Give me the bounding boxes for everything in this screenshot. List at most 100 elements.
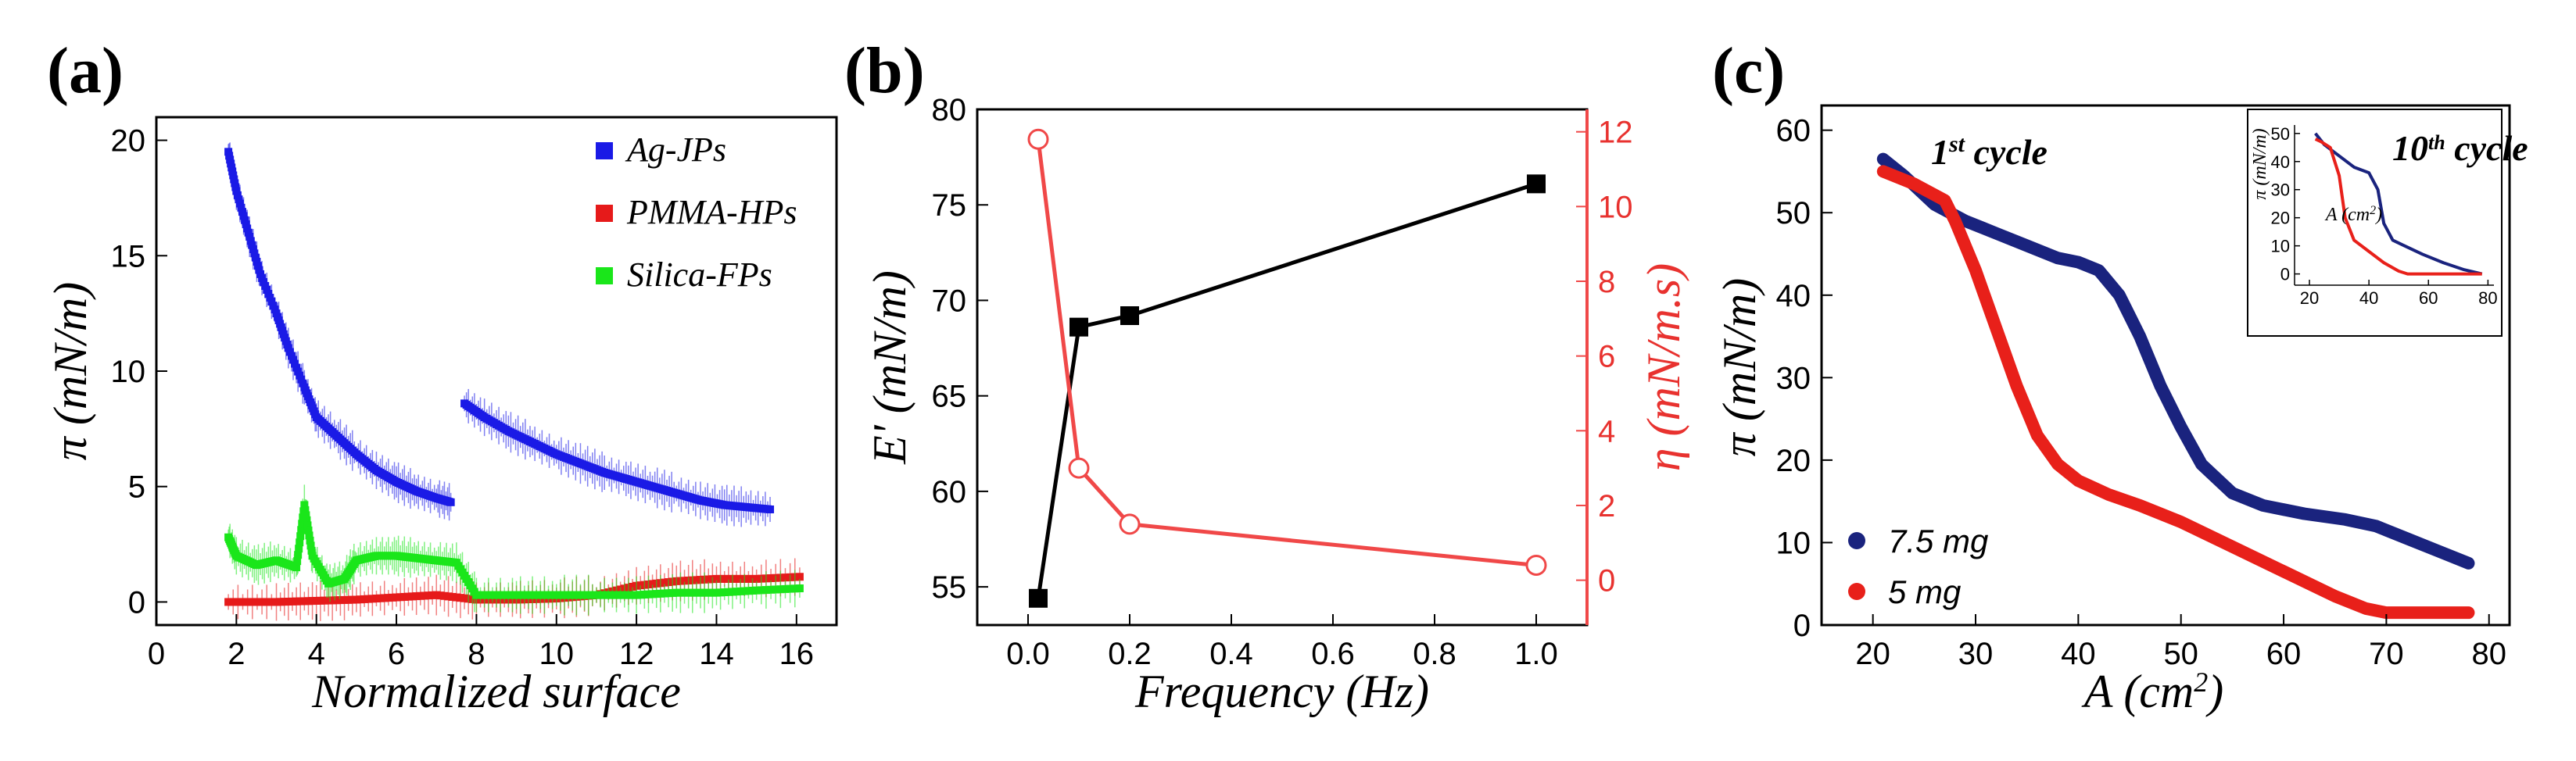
data-point-pmma-hps [300, 597, 309, 606]
data-point-pmma-hps [352, 595, 360, 604]
data-point-silica-fps [552, 591, 561, 599]
data-point-silica-fps [644, 590, 653, 598]
data-point-ag-jps [232, 187, 241, 195]
data-point-ag-jps [250, 249, 259, 258]
x-tick-label-a: 8 [468, 637, 485, 671]
data-point-pmma-hps [267, 598, 276, 606]
plot-frame-b [976, 108, 1589, 627]
data-point-pmma-hps [238, 598, 247, 606]
data-point-silica-fps [608, 591, 617, 599]
data-point-pmma-hps [372, 595, 381, 603]
data-point-pmma-hps [276, 598, 285, 606]
series-line-5-mg [1876, 165, 2475, 620]
data-point-silica-fps [576, 591, 585, 599]
annotation-first-cycle-rest: cycle [1965, 132, 2048, 172]
data-point-silica-fps [676, 588, 685, 597]
x-tick-label-b: 0.4 [1209, 637, 1253, 671]
data-point-silica-fps [616, 591, 625, 599]
y2-tick-label-b: 4 [1598, 414, 1615, 448]
data-point-silica-fps [544, 591, 553, 599]
data-point-silica-fps [512, 591, 521, 599]
data-point-pmma-hps [243, 598, 252, 606]
data-point-pmma-hps [263, 598, 271, 606]
inset-x-axis-title-close: ) [2374, 205, 2382, 225]
data-point-pmma-hps [396, 593, 405, 602]
legend-marker-7-5-mg [1848, 532, 1865, 549]
data-point-silica-fps [672, 588, 681, 597]
data-point-silica-fps [298, 520, 306, 528]
data-point-silica-fps [306, 541, 315, 550]
data-point-silica-fps [668, 588, 677, 597]
plot-frame-c [1820, 104, 2511, 627]
legend-swatch-pmma-hps [596, 205, 613, 222]
data-point-silica-fps [604, 591, 613, 599]
data-point-silica-fps [720, 588, 729, 597]
data-point-ag-jps [289, 355, 298, 364]
data-point-ag-jps [291, 359, 299, 368]
data-point-ag-jps [233, 191, 242, 199]
data-point-pmma-hps [456, 594, 464, 602]
panel-label-a: (a) [47, 34, 124, 107]
x-tick-label-c: 80 [2471, 637, 2506, 671]
inset-y-tick-label: 20 [2271, 209, 2290, 228]
data-point-pmma-hps [292, 597, 301, 606]
data-point-silica-fps [772, 585, 780, 594]
data-point-pmma-hps [412, 592, 421, 601]
data-point-ag-jps [237, 203, 245, 212]
data-point-viscosity [1068, 457, 1090, 479]
data-point-silica-fps [752, 586, 761, 595]
data-point-pmma-hps [712, 574, 721, 583]
x-tick-label-b: 1.0 [1514, 637, 1558, 671]
data-point-pmma-hps [420, 591, 428, 600]
y-tick-label-c: 60 [1776, 114, 1811, 148]
x-tick-label-a: 14 [699, 637, 734, 671]
data-point-pmma-hps [733, 574, 741, 583]
annotation-tenth-cycle: 10th cycle [2392, 128, 2528, 168]
data-point-pmma-hps [752, 574, 761, 583]
data-point-ag-jps [258, 273, 267, 282]
x-axis-title-b: Frequency (Hz) [1134, 666, 1429, 717]
data-point-silica-fps [632, 591, 641, 599]
series-group-a [224, 142, 804, 621]
data-point-pmma-hps [296, 597, 305, 606]
data-point-ag-jps [231, 183, 240, 191]
data-point-silica-fps [629, 591, 636, 599]
inset-y-tick-label: 0 [2280, 265, 2290, 284]
data-point-ag-jps [292, 363, 301, 372]
data-point-ag-jps [255, 266, 263, 274]
data-point-pmma-hps [320, 596, 328, 605]
y2-axis-title-b: η (mN/m.s) [1638, 263, 1689, 471]
data-point-viscosity [1119, 513, 1141, 535]
data-point-storage-modulus [1069, 317, 1088, 337]
data-point-silica-fps [476, 591, 485, 599]
y-tick-label-c: 10 [1776, 526, 1811, 560]
data-point-silica-fps [612, 591, 621, 599]
y-tick-label-b: 70 [932, 284, 967, 318]
data-point-pmma-hps [440, 591, 449, 600]
y-tick-label-b: 55 [932, 570, 967, 605]
data-point-ag-jps [253, 257, 261, 266]
data-point-storage-modulus [1527, 174, 1546, 194]
y-tick-label-a: 15 [111, 239, 146, 273]
data-point-silica-fps [700, 588, 709, 597]
annotation-tenth-cycle-sup: th [2428, 131, 2445, 154]
data-point-silica-fps [708, 588, 717, 597]
data-point-pmma-hps [332, 596, 341, 605]
annotation-first-cycle-sup: st [1948, 131, 1966, 157]
data-point-ag-jps [285, 348, 294, 356]
data-point-ag-jps [245, 233, 254, 241]
data-point-silica-fps [293, 557, 302, 566]
data-point-pmma-hps [416, 591, 425, 600]
data-point-ag-jps [239, 212, 248, 220]
panel-label-c: (c) [1712, 34, 1785, 107]
data-point-ag-jps [249, 245, 257, 253]
data-point-ag-jps [284, 344, 292, 352]
data-point-silica-fps [540, 591, 549, 599]
y-tick-label-c: 30 [1776, 361, 1811, 395]
panel-label-b: (b) [844, 34, 925, 107]
data-point-silica-fps [295, 545, 303, 553]
data-point-silica-fps [302, 511, 310, 520]
data-point-pmma-hps [408, 592, 417, 601]
data-point-pmma-hps [648, 580, 657, 588]
